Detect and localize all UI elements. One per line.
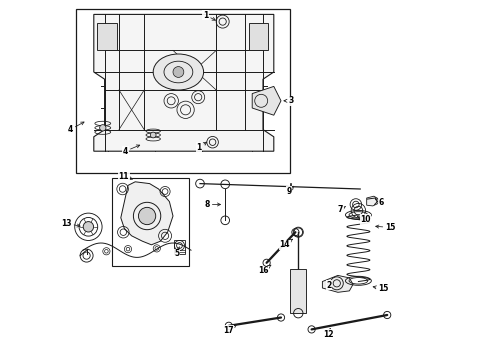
Ellipse shape [153,54,204,90]
Circle shape [150,132,156,138]
Text: 6: 6 [375,198,384,207]
Circle shape [139,207,156,225]
Text: 9: 9 [287,186,294,196]
Bar [98,23,117,50]
Text: 15: 15 [373,284,389,293]
Polygon shape [367,196,378,206]
Bar [248,23,269,50]
Bar [291,269,306,313]
Circle shape [83,222,94,232]
Text: 1: 1 [203,10,216,20]
Text: 15: 15 [376,223,396,232]
Bar [174,240,185,254]
Polygon shape [252,86,281,115]
Text: 4: 4 [68,122,84,134]
Ellipse shape [173,67,184,77]
Text: 7: 7 [338,205,345,214]
Text: 5: 5 [174,247,180,258]
Text: 4: 4 [123,145,140,156]
Text: 14: 14 [279,239,293,249]
Polygon shape [322,275,353,292]
Text: 12: 12 [323,328,333,338]
Text: 13: 13 [61,219,80,228]
Text: 10: 10 [357,215,371,224]
Text: 16: 16 [258,265,271,275]
Text: 2: 2 [326,281,331,289]
Text: 17: 17 [223,324,236,335]
Bar [76,9,290,173]
Text: 11: 11 [119,172,132,181]
Polygon shape [121,182,173,245]
Text: 1: 1 [196,142,207,152]
Text: 3: 3 [284,96,294,105]
Text: 8: 8 [204,200,220,209]
Bar [112,178,189,266]
Circle shape [99,125,106,131]
Polygon shape [94,14,274,151]
